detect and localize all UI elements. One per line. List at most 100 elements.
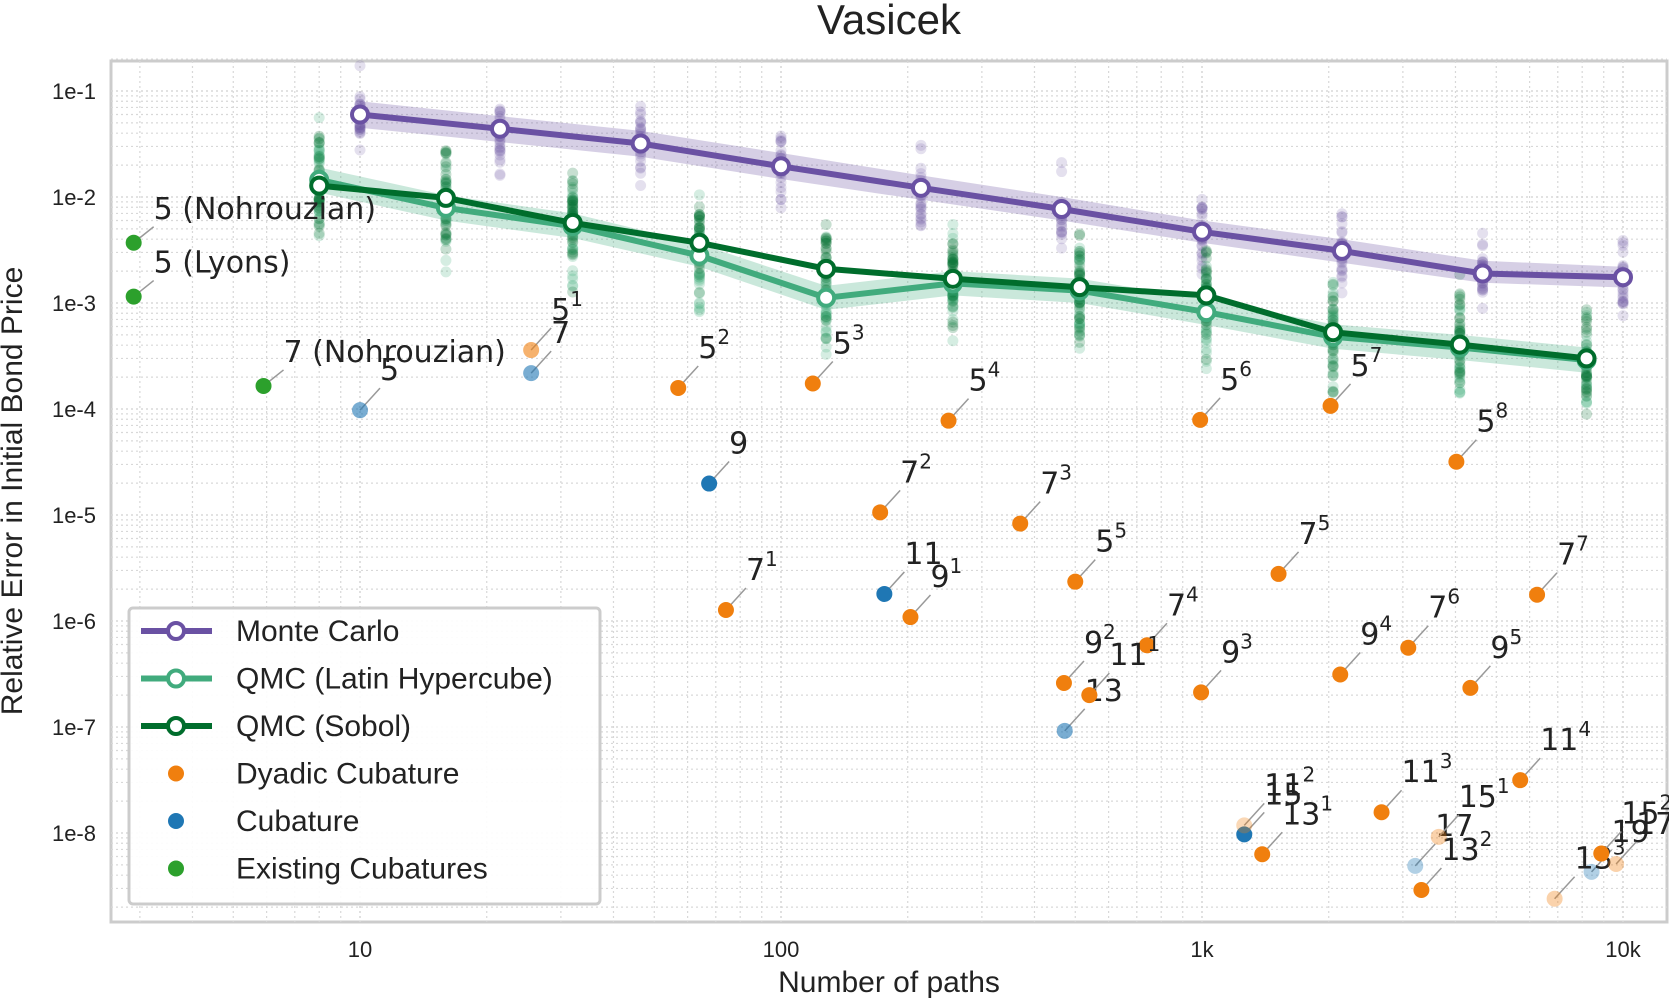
trial-point [1454, 312, 1466, 324]
annotation-degree: 5 [380, 353, 399, 388]
annotation-label: 75 [1299, 511, 1331, 552]
annotation-label: 58 [1476, 399, 1508, 440]
trial-point [1200, 326, 1212, 338]
series-lines [309, 104, 1633, 370]
trial-point [693, 201, 705, 213]
y-tick-label: 1e-6 [52, 609, 96, 634]
y-axis-ticks: 1e-1 1e-2 1e-3 1e-4 1e-5 1e-6 1e-7 1e-8 [52, 79, 96, 846]
annotation-label: 91 [930, 554, 962, 595]
annotation-degree: 17 [1636, 807, 1669, 842]
trial-point [1336, 271, 1348, 283]
trial-point [693, 222, 705, 234]
trial-point [1074, 228, 1086, 240]
annotation-label: 11 [904, 537, 942, 572]
trial-point [1617, 284, 1629, 296]
trial-point [313, 193, 325, 205]
trial-point [1454, 366, 1466, 378]
trial-point [915, 168, 927, 180]
cubature-point [1236, 817, 1253, 834]
trial-point [1327, 360, 1339, 372]
cubature-point [125, 288, 142, 305]
cubature-point [902, 609, 919, 626]
trial-point [693, 304, 705, 316]
trial-point [693, 224, 705, 236]
trial-point [567, 197, 579, 209]
trial-point [947, 218, 959, 230]
trial-point [947, 301, 959, 313]
x-axis-ticks: 10 100 1k 10k [348, 937, 1642, 962]
annotation-label: 111 [1109, 632, 1160, 673]
trial-point [1336, 277, 1348, 289]
annotation-degree: 5 [1095, 525, 1114, 560]
trial-point [1581, 306, 1593, 318]
trial-point [1200, 332, 1212, 344]
annotation-leader [1243, 802, 1265, 826]
annotation-exponent: 1 [950, 554, 963, 578]
x-tick-label: 10k [1605, 937, 1641, 962]
trial-point [1056, 228, 1068, 240]
trial-point [947, 246, 959, 258]
trial-point [313, 112, 325, 124]
trial-point [1581, 370, 1593, 382]
trial-point [1454, 377, 1466, 389]
trial-point [1327, 367, 1339, 379]
trial-point [915, 216, 927, 228]
trial-point [693, 211, 705, 223]
trial-point [1056, 157, 1068, 169]
trial-point [1454, 361, 1466, 373]
trial-point [947, 254, 959, 266]
trial-point [775, 135, 787, 147]
trial-point [1336, 211, 1348, 223]
annotation-exponent: 2 [1302, 762, 1315, 786]
trial-point [947, 295, 959, 307]
trial-point [693, 209, 705, 221]
trial-point [1454, 355, 1466, 367]
trial-point [1581, 323, 1593, 335]
trial-point [693, 189, 705, 201]
trial-point [313, 144, 325, 156]
trial-point [1196, 240, 1208, 252]
trial-point [313, 199, 325, 211]
series-marker [910, 177, 931, 198]
trial-point [820, 315, 832, 327]
trial-point [1454, 324, 1466, 336]
trial-point [440, 214, 452, 226]
trial-point [1056, 226, 1068, 238]
trial-point [354, 127, 366, 139]
annotation-leader [1615, 841, 1637, 865]
trial-point [1200, 273, 1212, 285]
trial-point [313, 202, 325, 214]
cubature-point [1138, 637, 1155, 654]
annotation-exponent: 3 [1440, 749, 1453, 773]
x-tick-label: 100 [763, 937, 800, 962]
cubature-point [1407, 857, 1424, 874]
trial-point [1327, 287, 1339, 299]
trial-point [915, 162, 927, 174]
trial-point [1581, 367, 1593, 379]
trial-point [947, 238, 959, 250]
trial-point [1200, 319, 1212, 331]
annotation-exponent: 3 [1059, 461, 1072, 485]
trial-point [1327, 311, 1339, 323]
trial-point [1327, 290, 1339, 302]
trial-point [313, 230, 325, 242]
legend-swatch-dot [168, 860, 184, 877]
trial-point [313, 205, 325, 217]
trial-point [1454, 322, 1466, 334]
trial-point [1477, 283, 1489, 295]
trial-point [693, 267, 705, 279]
trial-point [1454, 312, 1466, 324]
trial-point [1617, 234, 1629, 246]
trial-point [440, 158, 452, 170]
trial-point [1196, 202, 1208, 214]
trial-point [947, 293, 959, 305]
trial-point [1074, 251, 1086, 263]
trial-point [1454, 291, 1466, 303]
trial-point [354, 125, 366, 137]
series-line [359, 111, 1624, 281]
trial-point [313, 136, 325, 148]
trial-point [635, 108, 647, 120]
trial-point [947, 259, 959, 271]
trial-point [1196, 201, 1208, 213]
